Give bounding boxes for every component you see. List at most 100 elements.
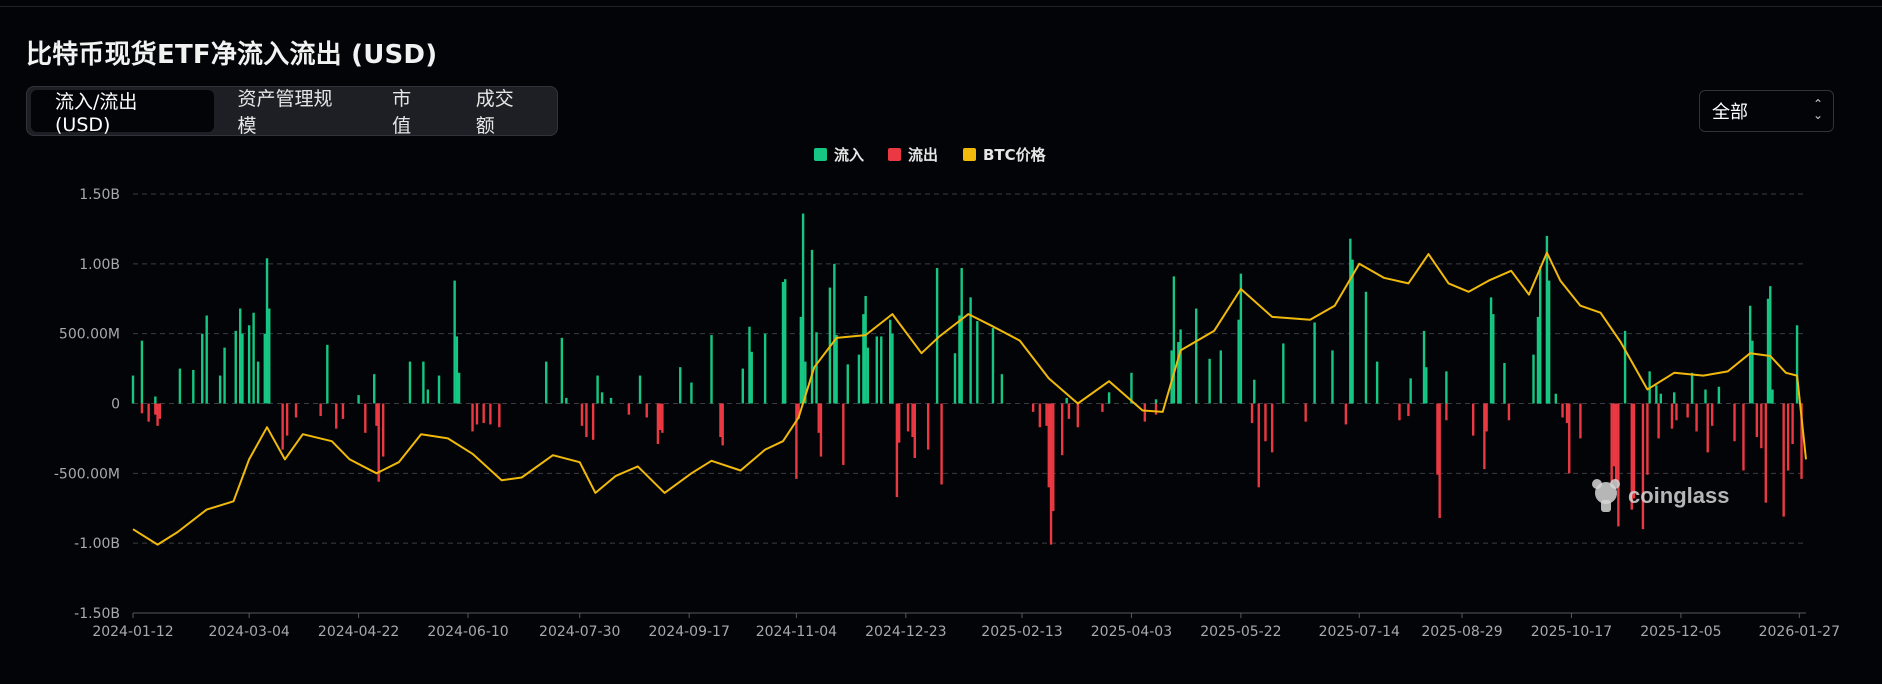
outflow-bar	[1710, 403, 1714, 426]
tab-inflow-outflow[interactable]: 流入/流出 (USD)	[31, 90, 214, 136]
outflow-bar	[1610, 403, 1613, 484]
outflow-bar	[1630, 403, 1633, 510]
inflow-bar	[1237, 319, 1240, 404]
inflow-bar	[1282, 343, 1285, 404]
outflow-bar	[591, 403, 595, 440]
inflow-bar	[846, 364, 849, 404]
x-tick-label: 2024-12-23	[865, 624, 946, 640]
outflow-bar	[1049, 403, 1053, 545]
outflow-bar	[1670, 403, 1674, 429]
tab-market-cap[interactable]: 市值	[392, 88, 412, 137]
outflow-bar	[1038, 403, 1042, 428]
coinglass-logo-icon	[1592, 479, 1620, 512]
outflow-bar	[1612, 403, 1616, 467]
outflow-bar	[1250, 403, 1254, 424]
inflow-bar	[1364, 291, 1368, 404]
inflow-bar	[201, 333, 204, 404]
inflow-bar	[638, 375, 642, 404]
inflow-bar	[1253, 379, 1256, 404]
outflow-bar	[1800, 403, 1803, 479]
outflow-bar	[158, 403, 162, 419]
outflow-bar	[1407, 403, 1410, 417]
inflow-bar	[1130, 372, 1133, 404]
inflow-bar	[958, 315, 961, 404]
inflow-bar	[866, 347, 870, 404]
tab-aum[interactable]: 资产管理规模	[237, 88, 333, 137]
outflow-bar	[897, 403, 901, 443]
outflow-bar	[498, 403, 501, 428]
legend-inflow-swatch	[814, 148, 827, 161]
outflow-bar	[1791, 403, 1794, 445]
chevron-updown-icon: ⌃ ⌄	[1812, 97, 1823, 122]
outflow-bar	[795, 403, 798, 479]
inflow-bar	[1532, 354, 1535, 404]
outflow-bar	[1270, 403, 1274, 453]
outflow-bar	[913, 403, 916, 458]
x-tick-label: 2025-04-03	[1091, 624, 1172, 640]
outflow-bar	[154, 403, 157, 415]
tab-volume[interactable]: 成交额	[475, 88, 514, 137]
inflow-bar	[1349, 238, 1352, 404]
coinglass-watermark: coinglass	[1592, 479, 1729, 512]
inflow-bar	[1445, 371, 1448, 404]
x-tick-label: 2025-02-13	[981, 624, 1062, 640]
outflow-bar	[895, 403, 899, 498]
inflow-bar	[131, 375, 135, 404]
outflow-bar	[1257, 403, 1260, 488]
outflow-bar	[656, 403, 660, 445]
outflow-bar	[1045, 403, 1048, 426]
top-divider	[0, 6, 1882, 7]
inflow-bar	[192, 369, 195, 404]
inflow-bar	[1751, 340, 1754, 404]
bar-series	[131, 213, 1803, 545]
inflow-bar	[140, 340, 144, 404]
outflow-bar	[1438, 403, 1441, 519]
outflow-bar	[1031, 403, 1035, 412]
inflow-bar	[1489, 297, 1493, 404]
inflow-bar	[690, 382, 693, 404]
inflow-bar	[960, 268, 963, 404]
inflow-bar	[1154, 399, 1158, 404]
inflow-bar	[991, 328, 995, 404]
inflow-bar	[784, 279, 787, 404]
outflow-bar	[1764, 403, 1767, 503]
outflow-bar	[1706, 403, 1709, 453]
inflow-bar	[889, 319, 892, 404]
outflow-bar	[140, 403, 144, 414]
outflow-bar	[1646, 403, 1649, 475]
inflow-bar	[265, 258, 269, 404]
inflow-bar	[268, 308, 271, 404]
inflow-bar	[801, 213, 805, 404]
legend-btc-price-label: BTC价格	[983, 146, 1047, 164]
inflow-bar	[422, 361, 425, 404]
inflow-bar	[750, 351, 753, 404]
inflow-bar	[234, 330, 237, 404]
inflow-bar	[864, 295, 867, 404]
inflow-bar	[835, 335, 838, 404]
outflow-bar	[721, 403, 724, 446]
inflow-bar	[1331, 350, 1334, 404]
inflow-bar	[1195, 308, 1198, 404]
outflow-bar	[1686, 403, 1689, 418]
range-select[interactable]: 全部 ⌃ ⌄	[1699, 90, 1834, 132]
x-tick-label: 2025-10-17	[1531, 624, 1612, 640]
inflow-bar	[1219, 350, 1222, 404]
inflow-bar	[1748, 305, 1752, 404]
inflow-bar	[560, 337, 564, 404]
x-tick-label: 2024-03-04	[208, 624, 289, 640]
x-tick-label: 2024-09-17	[648, 624, 729, 640]
inflow-bar	[223, 347, 226, 404]
y-axis: 1.50B 1.00B 500.00M 0 -500.00M -1.00B -1.50B	[54, 187, 120, 622]
outflow-bar	[1471, 403, 1475, 436]
inflow-bar	[833, 263, 836, 404]
outflow-bar	[1485, 403, 1488, 432]
inflow-bar	[241, 333, 244, 404]
outflow-bar	[1101, 403, 1104, 412]
outflow-bar	[1154, 403, 1158, 415]
inflow-bar	[1795, 325, 1799, 404]
outflow-bar	[842, 403, 845, 465]
x-tick-label: 2024-06-10	[427, 624, 508, 640]
outflow-bar	[817, 403, 820, 433]
inflow-bar	[763, 333, 767, 404]
